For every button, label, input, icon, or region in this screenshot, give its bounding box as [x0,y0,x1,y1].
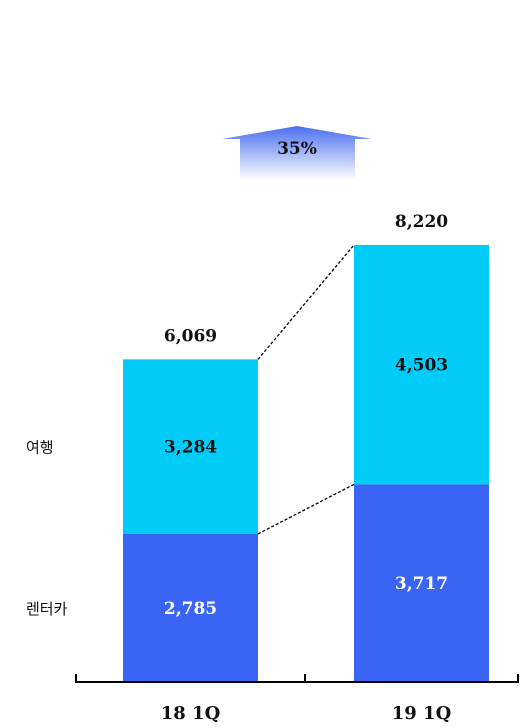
growth-arrow: 35% [222,126,372,180]
x-tick-label: 18 1Q [161,703,221,724]
connector-line [257,483,355,535]
bar-segment [123,359,258,534]
legend: 렌터카 여행 [26,439,68,618]
x-tick-labels: 18 1Q 19 1Q [161,703,452,724]
growth-arrow-shape [222,126,372,180]
legend-label: 여행 [26,439,54,457]
total-label: 6,069 [164,326,217,346]
bars [123,245,489,682]
bar-segment [354,484,489,682]
total-label: 8,220 [395,212,448,232]
data-label: 3,717 [395,574,448,594]
data-label: 4,503 [395,356,448,376]
labels: 2,785 3,284 6,069 3,717 4,503 8,220 [164,212,448,619]
bar-segment [354,245,489,485]
bar-segment [123,533,258,682]
connector-lines [257,244,355,535]
growth-label: 35% [277,139,317,159]
legend-label: 렌터카 [26,600,68,618]
x-tick-label: 19 1Q [392,703,452,724]
data-label: 3,284 [164,438,217,458]
connector-line [257,244,355,360]
data-label: 2,785 [164,599,217,619]
